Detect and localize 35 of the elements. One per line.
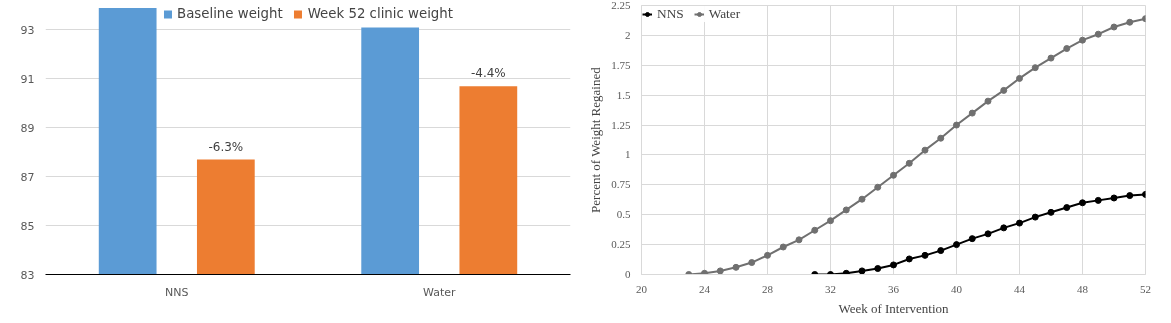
x-tick-label: NNS [165, 285, 189, 299]
x-tick-label: Water [422, 285, 456, 299]
y-tick-label: 1.25 [611, 118, 631, 131]
y-tick-label: 87 [20, 170, 35, 184]
x-tick-label: 36 [888, 282, 900, 295]
y-tick-label: 1.5 [616, 88, 631, 101]
annotation: -6.3% [208, 139, 244, 154]
y-tick-label: 1.75 [611, 58, 631, 71]
y-tick-label: 93 [20, 23, 35, 37]
legend-label: Water [708, 6, 741, 22]
y-tick-label: 2.25 [611, 0, 631, 11]
y-tick-label: 83 [20, 268, 35, 282]
y-axis-title: Percent of Weight Regained [588, 66, 604, 213]
y-tick-label: 0.75 [611, 178, 631, 191]
y-tick-label: 2 [625, 28, 631, 41]
x-tick-label: 32 [825, 282, 836, 295]
x-tick-label: 48 [1077, 282, 1089, 295]
x-tick-label: 20 [636, 282, 648, 295]
legend-label: NNS [657, 6, 684, 22]
annotation: -4.4% [470, 66, 506, 81]
y-tick-label: 0.5 [616, 208, 631, 221]
legend-label: Baseline weight [176, 6, 283, 21]
x-tick-label: 28 [762, 282, 774, 295]
x-tick-label: 52 [1140, 282, 1151, 295]
legend-label: Week 52 clinic weight [307, 6, 454, 21]
x-tick-label: 40 [951, 282, 963, 295]
y-tick-label: 0 [625, 268, 631, 280]
y-tick-label: 91 [20, 72, 35, 86]
x-tick-label: 44 [1014, 282, 1026, 295]
y-tick-label: 89 [20, 121, 35, 135]
y-tick-label: 1 [625, 148, 631, 161]
x-axis-title: Week of Intervention [838, 300, 950, 316]
x-tick-label: 24 [699, 282, 711, 295]
y-tick-label: 85 [20, 219, 35, 233]
y-tick-label: 0.25 [611, 238, 631, 251]
